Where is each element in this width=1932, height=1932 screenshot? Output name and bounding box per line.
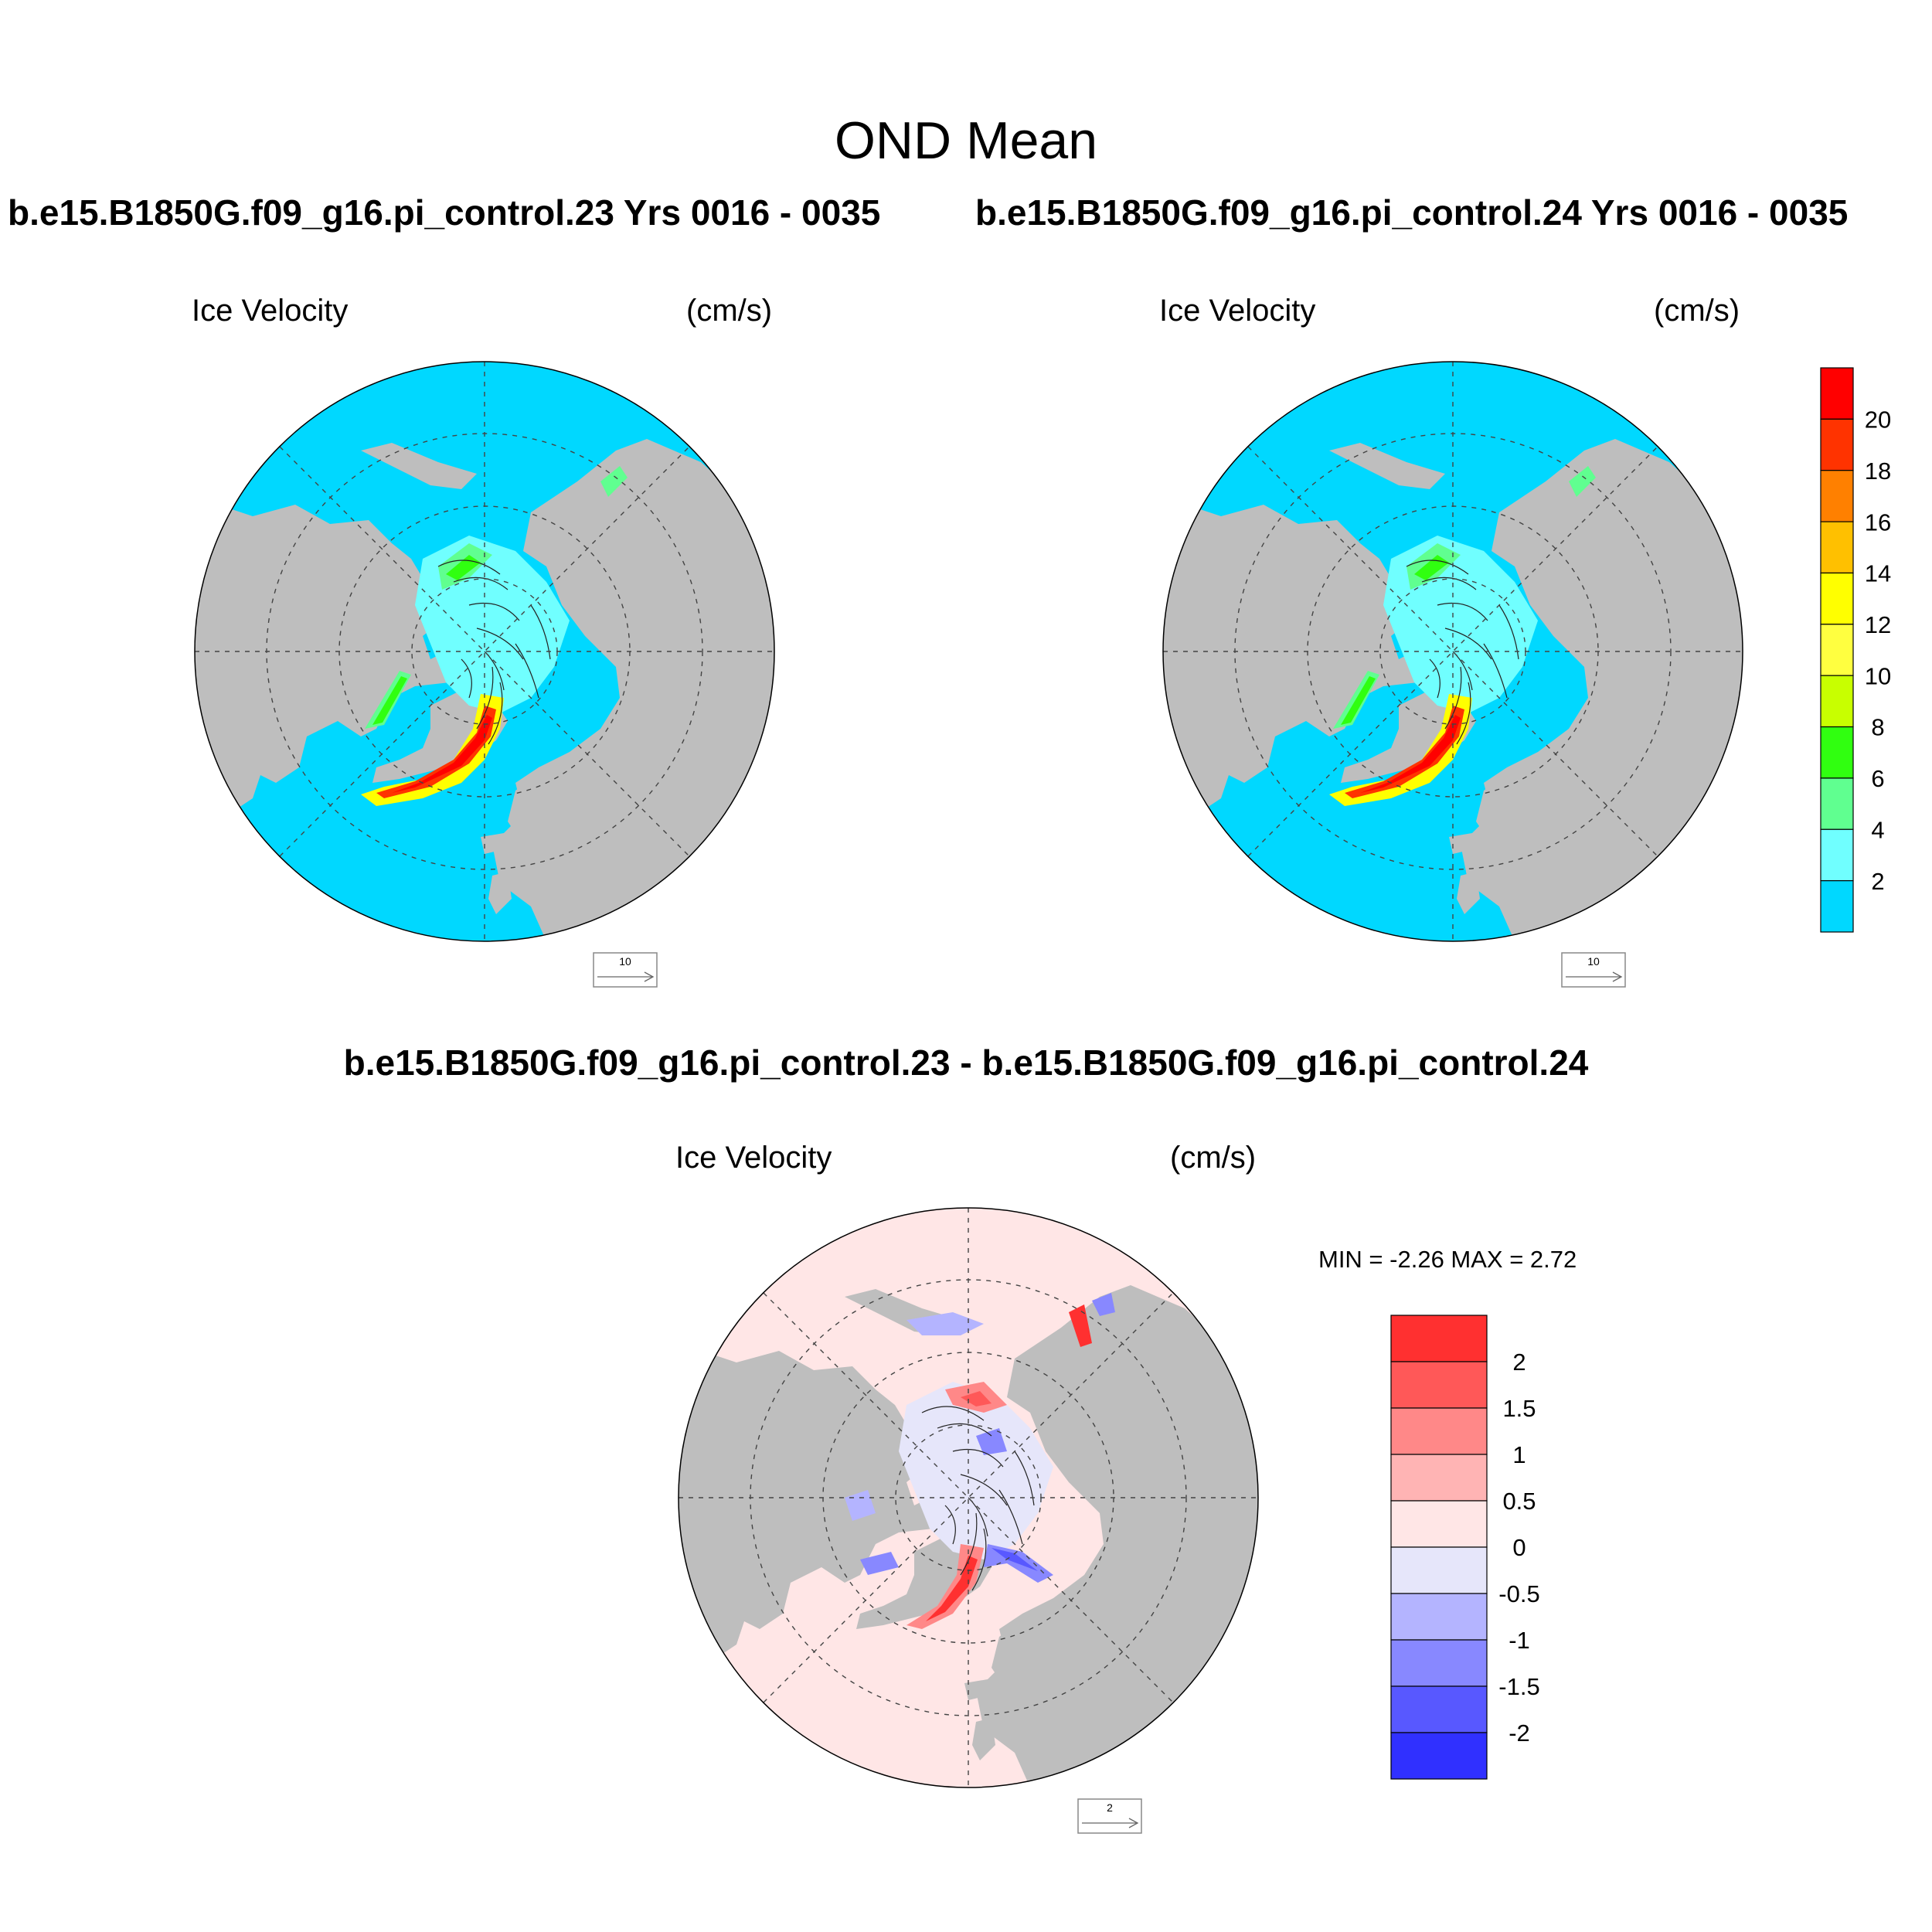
mean-colorbar-tick-label: 16 (1865, 509, 1891, 536)
mean-colorbar-swatch (1820, 675, 1854, 728)
diff-panel-variable-label: Ice Velocity (675, 1141, 832, 1175)
diff-colorbar-swatch (1390, 1732, 1488, 1780)
diff-colorbar-tick-label: -1 (1509, 1627, 1530, 1654)
mean-colorbar-tick-label: 14 (1865, 560, 1891, 587)
diff-reference-vector-label: 2 (1107, 1801, 1113, 1814)
left-panel-units-label: (cm/s) (686, 294, 773, 328)
diff-reference-vector: 2 (1077, 1798, 1142, 1834)
mean-colorbar-tick-label: 12 (1865, 611, 1891, 638)
right-panel-units-label: (cm/s) (1654, 294, 1740, 328)
right-panel-variable-label: Ice Velocity (1159, 294, 1316, 328)
diff-colorbar-swatch (1390, 1593, 1488, 1641)
left-panel-variable-label: Ice Velocity (192, 294, 349, 328)
diff-colorbar-tick-label: 0.5 (1502, 1488, 1536, 1515)
left-reference-vector: 10 (593, 952, 658, 988)
diff-colorbar-tick-label: -1.5 (1498, 1673, 1539, 1700)
left-panel-case-title: b.e15.B1850G.f09_g16.pi_control.23 Yrs 0… (8, 192, 881, 233)
diff-colorbar-tick-label: -0.5 (1498, 1580, 1539, 1607)
diff-colorbar-tick-label: 1 (1512, 1441, 1526, 1468)
diff-colorbar-tick-label: -2 (1509, 1719, 1530, 1747)
mean-colorbar-tick-label: 6 (1871, 765, 1884, 792)
mean-colorbar-swatch (1820, 880, 1854, 933)
mean-colorbar-swatch (1820, 418, 1854, 471)
mean-colorbar-swatch (1820, 470, 1854, 522)
diff-colorbar-tick-label: 0 (1512, 1534, 1526, 1561)
diff-colorbar-swatch (1390, 1454, 1488, 1502)
mean-colorbar-swatch (1820, 726, 1854, 779)
right-panel-case-title: b.e15.B1850G.f09_g16.pi_control.24 Yrs 0… (975, 192, 1849, 233)
mean-colorbar-tick-label: 2 (1871, 868, 1884, 895)
diff-colorbar-swatch (1390, 1639, 1488, 1687)
diff-colorbar-swatch (1390, 1315, 1488, 1362)
mean-colorbar-swatch (1820, 777, 1854, 830)
diff-colorbar-swatch (1390, 1407, 1488, 1455)
figure-title: OND Mean (834, 111, 1098, 170)
diff-colorbar-tick-label: 1.5 (1502, 1395, 1536, 1422)
diff-panel-case-title: b.e15.B1850G.f09_g16.pi_control.23 - b.e… (343, 1043, 1589, 1083)
diff-min-max-label: MIN = -2.26 MAX = 2.72 (1318, 1246, 1577, 1273)
diff-colorbar-tick-label: 2 (1512, 1349, 1526, 1376)
mean-colorbar-tick-label: 10 (1865, 662, 1891, 689)
diff-colorbar-swatch (1390, 1685, 1488, 1733)
mean-colorbar-swatch (1820, 828, 1854, 882)
mean-colorbar: 20 18 16 14 12 10 8 6 4 2 (1820, 367, 1891, 933)
mean-colorbar-tick-label: 20 (1865, 406, 1891, 434)
mean-colorbar-swatch (1820, 572, 1854, 625)
mean-colorbar-tick-label: 8 (1871, 714, 1884, 741)
right-reference-vector-label: 10 (1587, 955, 1600, 968)
diff-panel-map (678, 1207, 1259, 1788)
diff-colorbar-swatch (1390, 1361, 1488, 1409)
mean-colorbar-tick-label: 4 (1871, 816, 1884, 843)
diff-panel-units-label: (cm/s) (1170, 1141, 1257, 1175)
mean-colorbar-swatch (1820, 624, 1854, 676)
diff-colorbar-swatch (1390, 1546, 1488, 1594)
mean-colorbar-swatch (1820, 521, 1854, 574)
diff-colorbar-swatch (1390, 1500, 1488, 1548)
right-panel-map (1162, 361, 1743, 942)
left-reference-vector-label: 10 (619, 955, 631, 968)
left-panel-map (194, 361, 775, 942)
mean-colorbar-swatch (1820, 367, 1854, 420)
mean-colorbar-tick-label: 18 (1865, 457, 1891, 485)
diff-colorbar: 2 1.5 1 0.5 0 -0.5 -1 -1.5 -2 (1390, 1315, 1540, 1780)
right-reference-vector: 10 (1561, 952, 1626, 988)
